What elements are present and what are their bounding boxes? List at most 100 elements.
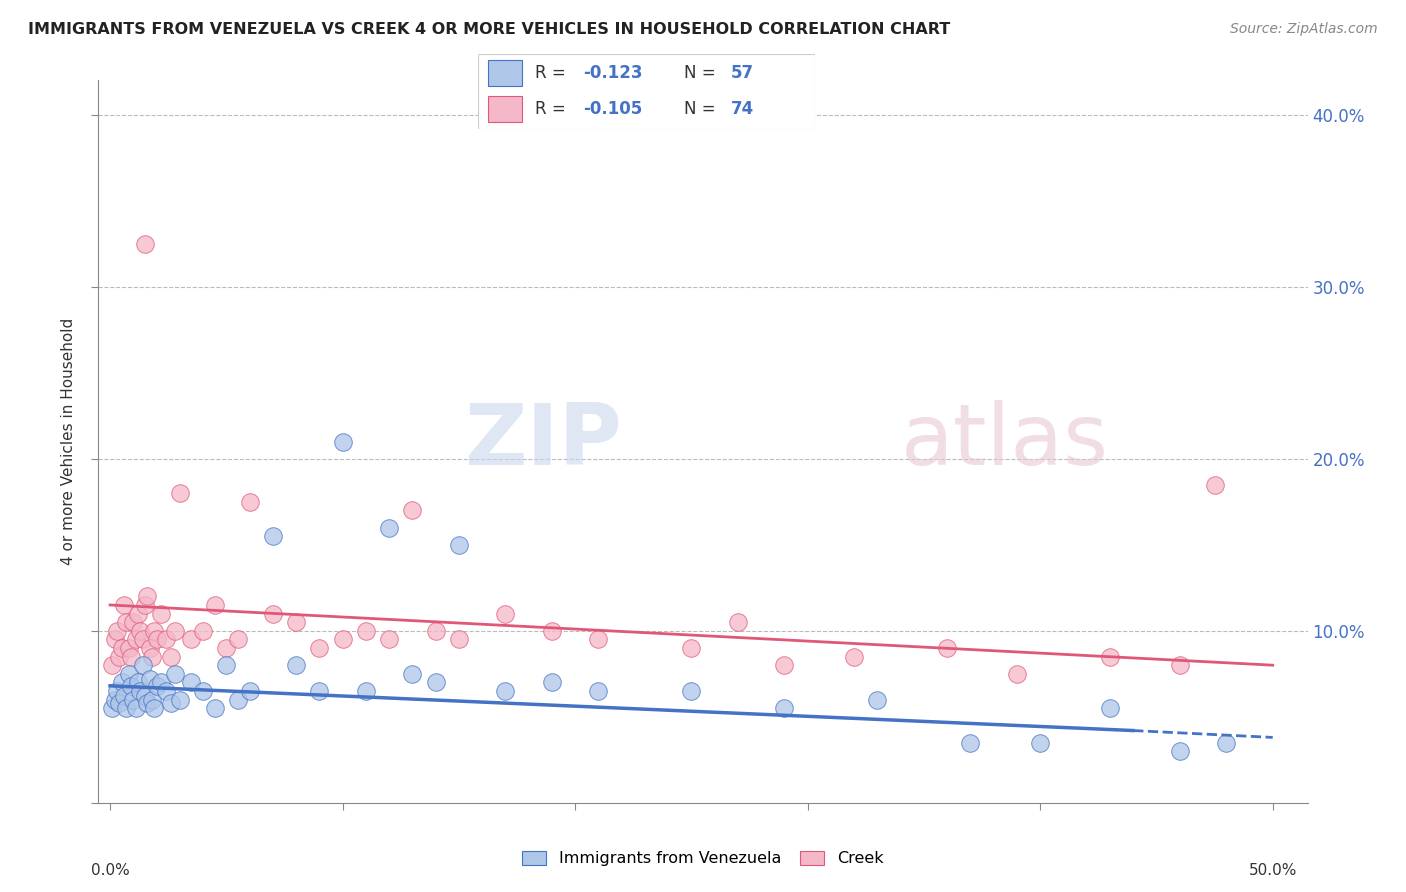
Point bbox=[115, 701, 138, 715]
Text: N =: N = bbox=[683, 64, 721, 82]
Point bbox=[588, 684, 610, 698]
Point bbox=[141, 649, 163, 664]
FancyBboxPatch shape bbox=[488, 61, 522, 87]
Point bbox=[540, 675, 562, 690]
Point bbox=[108, 649, 131, 664]
Point bbox=[145, 679, 167, 693]
Y-axis label: 4 or more Vehicles in Household: 4 or more Vehicles in Household bbox=[60, 318, 76, 566]
Point bbox=[1204, 477, 1226, 491]
Point bbox=[401, 503, 423, 517]
Point bbox=[1029, 735, 1052, 749]
Point bbox=[143, 701, 166, 715]
Text: atlas: atlas bbox=[901, 400, 1109, 483]
Point bbox=[101, 701, 124, 715]
Point bbox=[122, 615, 145, 630]
Point bbox=[204, 598, 226, 612]
Point bbox=[118, 666, 141, 681]
Point bbox=[936, 640, 959, 655]
Point bbox=[165, 666, 187, 681]
Point bbox=[425, 624, 447, 638]
Legend: Immigrants from Venezuela, Creek: Immigrants from Venezuela, Creek bbox=[515, 843, 891, 874]
Point bbox=[150, 607, 173, 621]
Point bbox=[204, 701, 226, 715]
Point bbox=[681, 640, 703, 655]
Point bbox=[155, 684, 177, 698]
Point bbox=[494, 684, 516, 698]
Point bbox=[165, 624, 187, 638]
Point bbox=[354, 684, 377, 698]
Point bbox=[773, 701, 796, 715]
Point bbox=[308, 684, 330, 698]
Point bbox=[226, 692, 249, 706]
Point bbox=[191, 684, 214, 698]
Point bbox=[104, 632, 127, 647]
Point bbox=[134, 598, 156, 612]
Point bbox=[145, 632, 167, 647]
Point bbox=[378, 520, 401, 534]
Text: 57: 57 bbox=[731, 64, 754, 82]
Point bbox=[129, 684, 152, 698]
Point bbox=[131, 632, 153, 647]
Point bbox=[169, 486, 191, 500]
Text: 0.0%: 0.0% bbox=[90, 863, 129, 878]
FancyBboxPatch shape bbox=[478, 54, 815, 129]
Point bbox=[143, 624, 166, 638]
Point bbox=[959, 735, 981, 749]
Point bbox=[262, 607, 284, 621]
Point bbox=[155, 632, 177, 647]
Point bbox=[138, 672, 160, 686]
Point bbox=[124, 632, 146, 647]
Point bbox=[1098, 701, 1121, 715]
Point bbox=[150, 675, 173, 690]
Point bbox=[447, 538, 470, 552]
Point bbox=[131, 658, 153, 673]
Point bbox=[401, 666, 423, 681]
Point bbox=[378, 632, 401, 647]
Point bbox=[120, 679, 142, 693]
Point bbox=[285, 658, 308, 673]
Point bbox=[262, 529, 284, 543]
Point bbox=[681, 684, 703, 698]
Point bbox=[180, 632, 202, 647]
Point bbox=[866, 692, 889, 706]
Text: Source: ZipAtlas.com: Source: ZipAtlas.com bbox=[1230, 22, 1378, 37]
Point bbox=[540, 624, 562, 638]
Text: -0.105: -0.105 bbox=[582, 100, 643, 118]
Point bbox=[120, 649, 142, 664]
Point bbox=[180, 675, 202, 690]
Point bbox=[141, 692, 163, 706]
Point bbox=[215, 640, 238, 655]
Point bbox=[115, 615, 138, 630]
Text: 74: 74 bbox=[731, 100, 755, 118]
Point bbox=[112, 689, 135, 703]
Point bbox=[136, 696, 159, 710]
Point bbox=[773, 658, 796, 673]
Point bbox=[138, 640, 160, 655]
Point bbox=[215, 658, 238, 673]
Point bbox=[354, 624, 377, 638]
Point bbox=[124, 701, 146, 715]
Point bbox=[134, 236, 156, 251]
Point bbox=[447, 632, 470, 647]
Text: R =: R = bbox=[536, 64, 571, 82]
Point bbox=[425, 675, 447, 690]
Point bbox=[285, 615, 308, 630]
Point bbox=[191, 624, 214, 638]
Point bbox=[588, 632, 610, 647]
Point bbox=[101, 658, 124, 673]
Point bbox=[105, 684, 128, 698]
Point bbox=[111, 675, 134, 690]
Point bbox=[111, 640, 134, 655]
Point bbox=[122, 692, 145, 706]
Point bbox=[1005, 666, 1028, 681]
Text: N =: N = bbox=[683, 100, 721, 118]
Point bbox=[308, 640, 330, 655]
Point bbox=[118, 640, 141, 655]
Point bbox=[1168, 658, 1191, 673]
Point bbox=[129, 624, 152, 638]
Point bbox=[727, 615, 749, 630]
Point bbox=[105, 624, 128, 638]
Point bbox=[1098, 649, 1121, 664]
Point bbox=[104, 692, 127, 706]
Point bbox=[127, 675, 149, 690]
